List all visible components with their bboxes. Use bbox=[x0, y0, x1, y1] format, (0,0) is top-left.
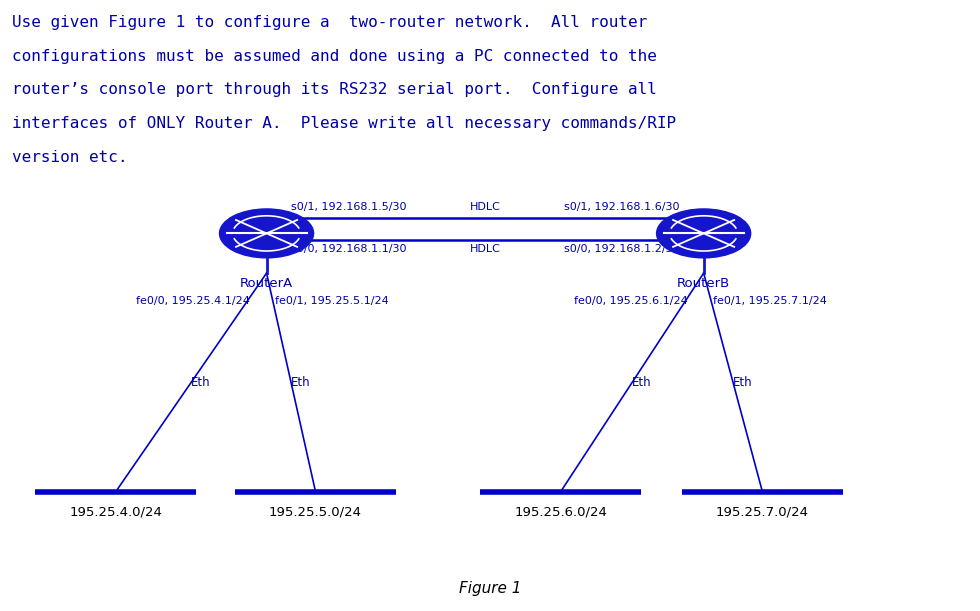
Text: version etc.: version etc. bbox=[12, 150, 127, 165]
Text: fe0/1, 195.25.5.1/24: fe0/1, 195.25.5.1/24 bbox=[275, 296, 389, 306]
Text: Figure 1: Figure 1 bbox=[459, 580, 521, 596]
Text: 195.25.5.0/24: 195.25.5.0/24 bbox=[270, 505, 362, 518]
Text: 195.25.4.0/24: 195.25.4.0/24 bbox=[70, 505, 162, 518]
Text: Eth: Eth bbox=[632, 376, 652, 389]
Text: 195.25.6.0/24: 195.25.6.0/24 bbox=[514, 505, 607, 518]
Text: fe0/0, 195.25.6.1/24: fe0/0, 195.25.6.1/24 bbox=[573, 296, 687, 306]
Text: interfaces of ONLY Router A.  Please write all necessary commands/RIP: interfaces of ONLY Router A. Please writ… bbox=[12, 116, 676, 131]
Text: Eth: Eth bbox=[191, 376, 211, 389]
Text: 195.25.7.0/24: 195.25.7.0/24 bbox=[716, 505, 808, 518]
Text: HDLC: HDLC bbox=[469, 244, 501, 254]
Text: s0/1, 192.168.1.6/30: s0/1, 192.168.1.6/30 bbox=[564, 202, 679, 212]
Ellipse shape bbox=[220, 209, 314, 258]
Text: HDLC: HDLC bbox=[469, 202, 501, 212]
Text: router’s console port through its RS232 serial port.  Configure all: router’s console port through its RS232 … bbox=[12, 82, 657, 98]
Ellipse shape bbox=[657, 209, 751, 258]
Text: configurations must be assumed and done using a PC connected to the: configurations must be assumed and done … bbox=[12, 49, 657, 64]
Text: s0/0, 192.168.1.2/30: s0/0, 192.168.1.2/30 bbox=[564, 244, 679, 254]
Text: RouterA: RouterA bbox=[240, 277, 293, 290]
Text: Eth: Eth bbox=[733, 376, 753, 389]
Text: fe0/1, 195.25.7.1/24: fe0/1, 195.25.7.1/24 bbox=[713, 296, 827, 306]
Text: Use given Figure 1 to configure a  two-router network.  All router: Use given Figure 1 to configure a two-ro… bbox=[12, 15, 647, 31]
Text: fe0/0, 195.25.4.1/24: fe0/0, 195.25.4.1/24 bbox=[135, 296, 250, 306]
Text: Eth: Eth bbox=[291, 376, 311, 389]
Text: RouterB: RouterB bbox=[677, 277, 730, 290]
Text: s0/1, 192.168.1.5/30: s0/1, 192.168.1.5/30 bbox=[291, 202, 407, 212]
Text: s0/0, 192.168.1.1/30: s0/0, 192.168.1.1/30 bbox=[291, 244, 407, 254]
